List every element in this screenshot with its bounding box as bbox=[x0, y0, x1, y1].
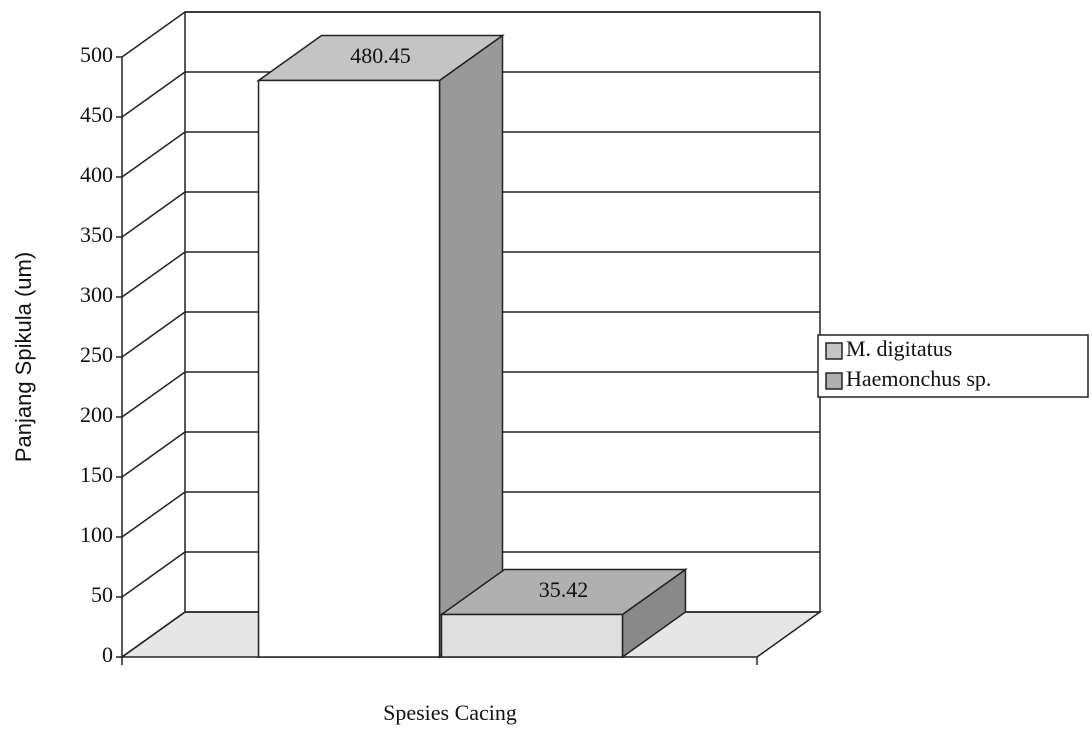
x-axis-title: Spesies Cacing bbox=[383, 700, 517, 725]
y-tick-label: 50 bbox=[91, 582, 113, 607]
grid-line bbox=[121, 131, 186, 178]
y-tick-label: 400 bbox=[80, 162, 113, 187]
grid-line bbox=[121, 611, 186, 658]
y-tick-label: 150 bbox=[80, 462, 113, 487]
y-tick-label: 350 bbox=[80, 222, 113, 247]
legend-swatch bbox=[825, 372, 843, 390]
grid-line bbox=[121, 71, 186, 118]
grid-line bbox=[121, 491, 186, 538]
legend-label: Haemonchus sp. bbox=[846, 366, 991, 391]
y-tick-label: 100 bbox=[80, 522, 113, 547]
grid-line bbox=[121, 311, 186, 358]
legend-box bbox=[817, 334, 1089, 398]
y-tick-label: 450 bbox=[80, 102, 113, 127]
grid-line bbox=[121, 191, 186, 238]
bar-front bbox=[440, 613, 624, 658]
data-label: 35.42 bbox=[539, 577, 589, 602]
grid-line bbox=[121, 251, 186, 298]
grid-line bbox=[121, 11, 186, 58]
y-tick-label: 500 bbox=[80, 42, 113, 67]
grid-line bbox=[121, 371, 186, 418]
y-tick-label: 0 bbox=[102, 642, 113, 667]
bar-front bbox=[257, 79, 441, 658]
grid-line bbox=[121, 431, 186, 478]
y-axis-title: Panjang Spikula (um) bbox=[11, 252, 36, 462]
legend-swatch bbox=[825, 342, 843, 360]
y-tick-label: 200 bbox=[80, 402, 113, 427]
legend-label: M. digitatus bbox=[846, 336, 952, 361]
bar-side bbox=[438, 34, 504, 659]
data-label: 480.45 bbox=[350, 43, 411, 68]
grid-line bbox=[121, 551, 186, 598]
y-tick-label: 300 bbox=[80, 282, 113, 307]
y-tick-label: 250 bbox=[80, 342, 113, 367]
